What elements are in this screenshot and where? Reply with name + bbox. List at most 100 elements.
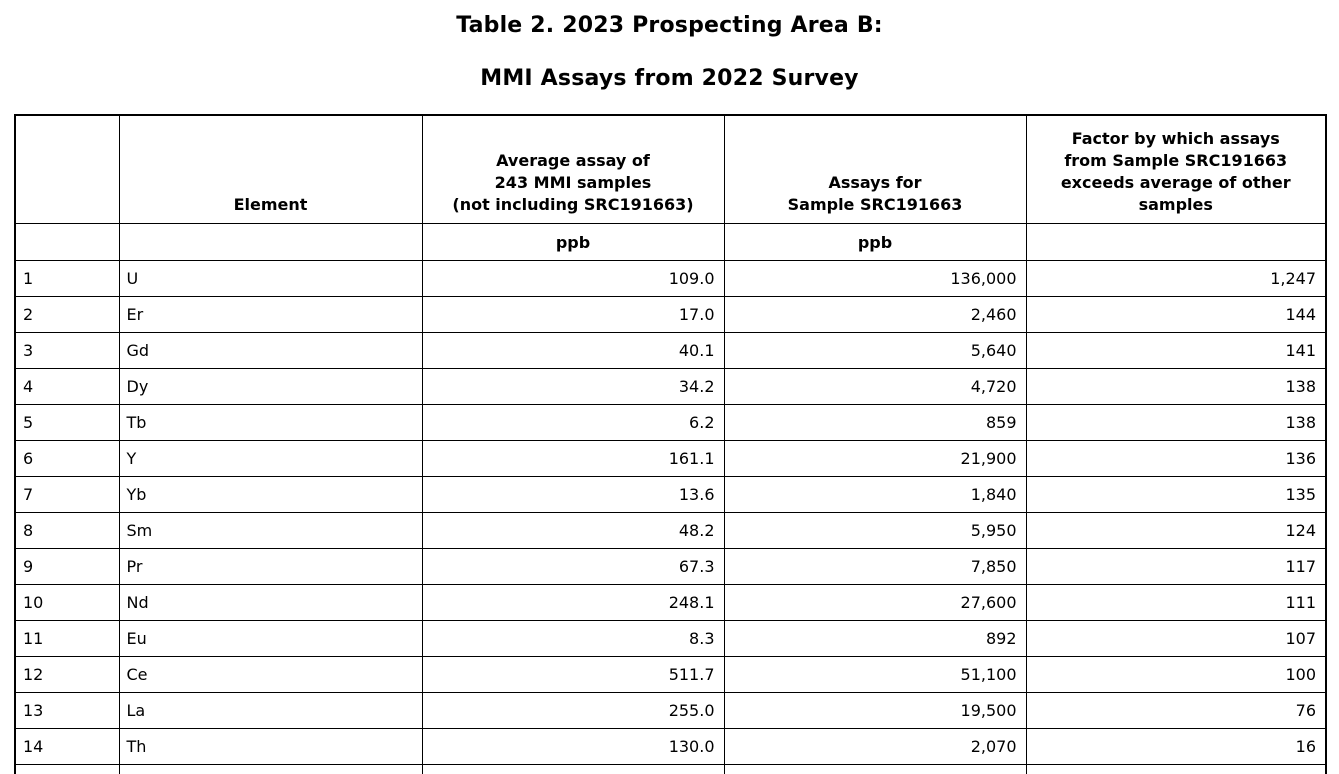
units-cell-index: [14, 223, 120, 261]
header-cell-average-assay: Average assay of 243 MMI samples (not in…: [421, 114, 725, 224]
table-row: 11 Eu 8.3 892 107: [14, 620, 1327, 657]
factor-cell: 107: [1025, 620, 1327, 657]
header-cell-element: Element: [118, 114, 423, 224]
factor-cell: 136: [1025, 440, 1327, 477]
row-number-cell: 11: [14, 620, 120, 657]
row-number-cell: 3: [14, 332, 120, 369]
table-row: 14 Th 130.0 2,070 16: [14, 728, 1327, 765]
factor-cell: 117: [1025, 548, 1327, 585]
header-row: Element Average assay of 243 MMI samples…: [14, 114, 1327, 224]
row-number-cell: 8: [14, 512, 120, 549]
sample-assay-cell: 2,460: [723, 296, 1027, 333]
factor-cell: 138: [1025, 404, 1327, 441]
element-cell: Dy: [118, 368, 423, 405]
table-row: 2 Er 17.0 2,460 144: [14, 296, 1327, 333]
element-cell: La: [118, 692, 423, 729]
row-number-cell: 1: [14, 260, 120, 297]
units-row: ppb ppb: [14, 223, 1327, 261]
table-row: 7 Yb 13.6 1,840 135: [14, 476, 1327, 513]
table-row: 15 Sc 80.5 1,260 16: [14, 764, 1327, 774]
average-assay-cell: 109.0: [421, 260, 725, 297]
row-number-cell: 5: [14, 404, 120, 441]
row-number-cell: 13: [14, 692, 120, 729]
average-assay-cell: 248.1: [421, 584, 725, 621]
average-assay-cell: 130.0: [421, 728, 725, 765]
average-assay-cell: 67.3: [421, 548, 725, 585]
sample-assay-cell: 859: [723, 404, 1027, 441]
average-assay-cell: 8.3: [421, 620, 725, 657]
element-cell: Pr: [118, 548, 423, 585]
factor-cell: 100: [1025, 656, 1327, 693]
factor-cell: 144: [1025, 296, 1327, 333]
sample-assay-cell: 892: [723, 620, 1027, 657]
sample-assay-cell: 1,840: [723, 476, 1027, 513]
table-row: 1 U 109.0 136,000 1,247: [14, 260, 1327, 297]
header-cell-factor: Factor by which assays from Sample SRC19…: [1025, 114, 1327, 224]
average-assay-cell: 80.5: [421, 764, 725, 774]
average-assay-cell: 161.1: [421, 440, 725, 477]
table-row: 3 Gd 40.1 5,640 141: [14, 332, 1327, 369]
table-title: Table 2. 2023 Prospecting Area B: MMI As…: [0, 0, 1339, 92]
factor-cell: 138: [1025, 368, 1327, 405]
table-row: 13 La 255.0 19,500 76: [14, 692, 1327, 729]
sample-assay-cell: 4,720: [723, 368, 1027, 405]
sample-assay-cell: 7,850: [723, 548, 1027, 585]
units-cell-sample-assay: ppb: [723, 223, 1027, 261]
header-cell-sample-assay: Assays for Sample SRC191663: [723, 114, 1027, 224]
average-assay-cell: 255.0: [421, 692, 725, 729]
table-row: 9 Pr 67.3 7,850 117: [14, 548, 1327, 585]
sample-assay-cell: 27,600: [723, 584, 1027, 621]
units-cell-average-assay: ppb: [421, 223, 725, 261]
element-cell: Ce: [118, 656, 423, 693]
sample-assay-cell: 5,640: [723, 332, 1027, 369]
average-assay-cell: 34.2: [421, 368, 725, 405]
table-row: 10 Nd 248.1 27,600 111: [14, 584, 1327, 621]
element-cell: Sm: [118, 512, 423, 549]
sample-assay-cell: 1,260: [723, 764, 1027, 774]
average-assay-cell: 6.2: [421, 404, 725, 441]
average-assay-cell: 48.2: [421, 512, 725, 549]
row-number-cell: 9: [14, 548, 120, 585]
element-cell: U: [118, 260, 423, 297]
element-cell: Er: [118, 296, 423, 333]
row-number-cell: 6: [14, 440, 120, 477]
factor-cell: 135: [1025, 476, 1327, 513]
sample-assay-cell: 2,070: [723, 728, 1027, 765]
average-assay-cell: 13.6: [421, 476, 725, 513]
element-cell: Eu: [118, 620, 423, 657]
element-cell: Tb: [118, 404, 423, 441]
element-cell: Nd: [118, 584, 423, 621]
element-cell: Yb: [118, 476, 423, 513]
element-cell: Gd: [118, 332, 423, 369]
sample-assay-cell: 51,100: [723, 656, 1027, 693]
sample-assay-cell: 19,500: [723, 692, 1027, 729]
average-assay-cell: 40.1: [421, 332, 725, 369]
factor-cell: 1,247: [1025, 260, 1327, 297]
sample-assay-cell: 5,950: [723, 512, 1027, 549]
row-number-cell: 4: [14, 368, 120, 405]
table-row: 4 Dy 34.2 4,720 138: [14, 368, 1327, 405]
factor-cell: 16: [1025, 764, 1327, 774]
factor-cell: 76: [1025, 692, 1327, 729]
table-row: 12 Ce 511.7 51,100 100: [14, 656, 1327, 693]
average-assay-cell: 511.7: [421, 656, 725, 693]
element-cell: Y: [118, 440, 423, 477]
row-number-cell: 10: [14, 584, 120, 621]
table-row: 6 Y 161.1 21,900 136: [14, 440, 1327, 477]
units-cell-factor: [1025, 223, 1327, 261]
average-assay-cell: 17.0: [421, 296, 725, 333]
header-cell-index: [14, 114, 120, 224]
factor-cell: 124: [1025, 512, 1327, 549]
mmi-assay-table: Element Average assay of 243 MMI samples…: [14, 114, 1327, 774]
units-cell-element: [118, 223, 423, 261]
row-number-cell: 12: [14, 656, 120, 693]
row-number-cell: 14: [14, 728, 120, 765]
factor-cell: 16: [1025, 728, 1327, 765]
sample-assay-cell: 21,900: [723, 440, 1027, 477]
row-number-cell: 7: [14, 476, 120, 513]
table-title-line2: MMI Assays from 2022 Survey: [480, 66, 859, 91]
row-number-cell: 2: [14, 296, 120, 333]
table-row: 5 Tb 6.2 859 138: [14, 404, 1327, 441]
factor-cell: 141: [1025, 332, 1327, 369]
